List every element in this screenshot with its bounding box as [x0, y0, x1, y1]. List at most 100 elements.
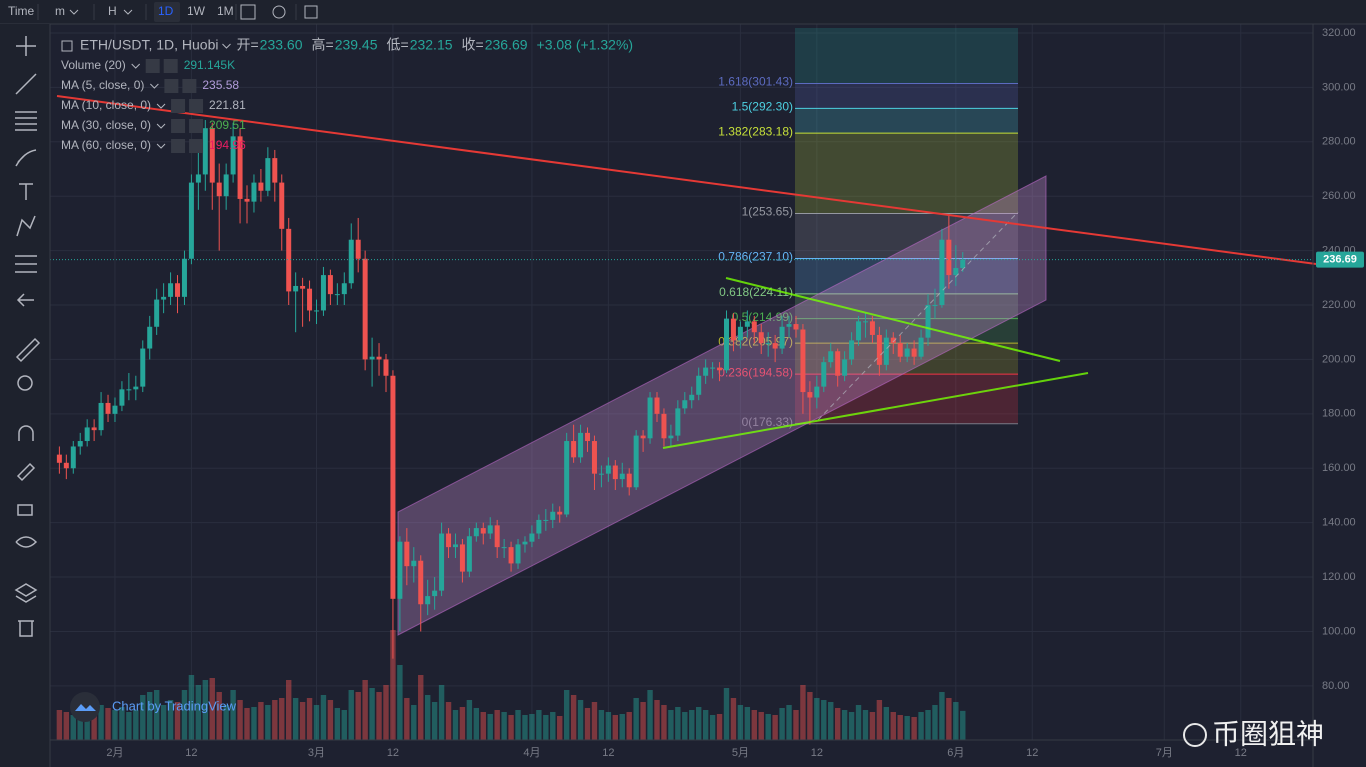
volume-bar [112, 710, 118, 740]
lock-draw-icon[interactable] [16, 462, 36, 482]
candle-body [307, 288, 313, 311]
back-icon[interactable] [16, 293, 34, 307]
volume-bar [855, 705, 862, 740]
ohlc-key: 高= [312, 37, 334, 53]
toolbar-button[interactable]: 1D [158, 4, 174, 18]
x-tick-label: 5月 [732, 747, 749, 759]
candle-body [272, 158, 278, 183]
volume-bar [272, 700, 278, 740]
candle-body [119, 389, 125, 406]
volume-bar [126, 712, 132, 740]
indicator-value: 221.81 [209, 98, 246, 112]
volume-bar [862, 710, 869, 740]
indicator-dropdown[interactable] [150, 83, 159, 89]
toolbar-button[interactable]: 1W [187, 4, 206, 18]
volume-bar [675, 707, 681, 740]
candle-body [598, 473, 604, 475]
interval-dropdown[interactable] [123, 9, 133, 15]
pattern-icon[interactable] [16, 215, 36, 237]
candle-body [543, 519, 549, 521]
volume-bar [237, 700, 243, 740]
indicator-settings[interactable] [164, 79, 179, 93]
y-tick-label: 280.00 [1322, 136, 1356, 148]
candle-body [612, 465, 618, 480]
lock-icon[interactable] [17, 504, 33, 516]
indicator-dropdown[interactable] [156, 143, 166, 149]
ruler-icon[interactable] [15, 337, 41, 363]
zoom-icon[interactable] [17, 375, 33, 391]
volume-bar [786, 705, 792, 740]
layers-icon[interactable] [14, 583, 38, 603]
indicator-remove[interactable] [182, 79, 197, 93]
prediction-icon[interactable] [15, 255, 37, 273]
toolbar-button[interactable]: 1M [217, 4, 234, 18]
candle-body [953, 268, 959, 276]
text-icon[interactable] [19, 183, 33, 200]
indicator-remove[interactable] [163, 59, 178, 73]
trendline-icon[interactable] [15, 73, 37, 95]
volume-bar [654, 700, 660, 740]
interval-dropdown[interactable] [69, 9, 79, 15]
candle-body [730, 318, 736, 341]
volume-bar [661, 705, 667, 740]
indicator-dropdown[interactable] [131, 63, 141, 69]
volume-bar [265, 705, 271, 740]
symbol-dropdown[interactable] [222, 43, 231, 49]
candle-body [585, 432, 591, 442]
volume-bar [195, 685, 202, 740]
volume-bar [411, 705, 417, 740]
y-tick-label: 260.00 [1322, 190, 1356, 202]
fib-band [795, 108, 1018, 134]
candle-body [779, 326, 785, 349]
indicator-dropdown[interactable] [156, 123, 166, 129]
volume-bar [376, 692, 382, 740]
eye-icon[interactable] [15, 536, 38, 548]
volume-bar [876, 700, 883, 740]
toolbar-button[interactable]: H [108, 4, 117, 18]
indicator-remove[interactable] [189, 99, 204, 113]
volume-bar [188, 675, 195, 740]
indicator-settings[interactable] [171, 139, 186, 153]
indicator-settings[interactable] [171, 119, 186, 133]
candle-body [188, 182, 194, 259]
candle-body [578, 432, 584, 458]
volume-bar [147, 692, 153, 740]
candle-body [154, 299, 160, 327]
settings-button[interactable] [272, 5, 286, 19]
volume-bar [230, 690, 236, 740]
candle-body [682, 400, 688, 409]
candle-body [605, 465, 611, 474]
snapshot-button[interactable] [304, 5, 318, 19]
tradingview-credit[interactable]: Chart by TradingView [112, 698, 237, 713]
indicator-dropdown[interactable] [156, 103, 166, 109]
candle-body [195, 174, 201, 183]
indicator-settings[interactable] [145, 59, 160, 73]
indicator-remove[interactable] [189, 139, 204, 153]
volume-bar [890, 712, 896, 740]
toolbar-button[interactable]: Time [8, 4, 35, 18]
brush-icon[interactable] [15, 149, 37, 167]
trash-icon[interactable] [18, 620, 34, 637]
volume-bar [779, 708, 785, 740]
candle-body [279, 182, 285, 229]
fib-icon[interactable] [15, 111, 37, 131]
toolbar-button[interactable]: m [55, 4, 65, 18]
candle-body [327, 275, 333, 295]
volume-bar [251, 707, 257, 740]
magnet-icon[interactable] [18, 425, 34, 441]
cursor-icon[interactable] [16, 36, 36, 56]
volume-bar [279, 698, 285, 740]
fib-label: 0.786(237.10) [718, 250, 793, 264]
indicator-settings[interactable] [171, 99, 186, 113]
candle-body [320, 275, 326, 311]
candle-body [293, 285, 299, 292]
fib-label: 0.618(224.11) [719, 285, 793, 299]
candle-body [452, 544, 458, 548]
collapse-button[interactable] [61, 40, 73, 52]
indicators-button[interactable] [240, 4, 256, 20]
indicator-remove[interactable] [189, 119, 204, 133]
candle-body [925, 305, 931, 338]
weibo-watermark: 币圈狙神 [1212, 718, 1324, 749]
volume-bar [160, 705, 167, 740]
